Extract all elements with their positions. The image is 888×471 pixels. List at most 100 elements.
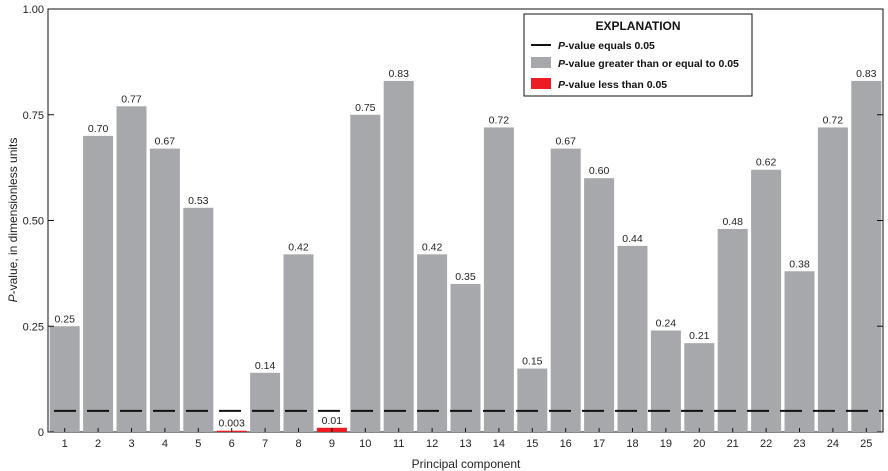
data-label-11: 0.83	[388, 68, 409, 80]
x-tick-label-2: 2	[95, 438, 101, 450]
data-label-12: 0.42	[422, 241, 443, 253]
data-label-8: 0.42	[288, 241, 309, 253]
bar-5	[183, 207, 214, 432]
legend-item-line-italic: P	[558, 40, 566, 52]
bar-14	[483, 127, 514, 432]
legend-item-gray-rest: -value greater than or equal to 0.05	[565, 58, 739, 70]
y-tick-label-3: 0.75	[23, 110, 44, 122]
data-label-25: 0.83	[856, 68, 877, 80]
bar-12	[417, 254, 448, 432]
data-label-16: 0.67	[555, 136, 576, 148]
data-label-3: 0.77	[121, 93, 142, 105]
data-label-1: 0.25	[54, 313, 75, 325]
bar-18	[617, 245, 648, 432]
x-tick-label-22: 22	[760, 438, 772, 450]
data-labels-group: 0.25 0.70 0.77 0.67 0.53 0.003 0.14 0.42 0.01 0.7…	[54, 68, 876, 430]
data-label-14: 0.72	[489, 114, 510, 126]
y-tick-label-0: 0	[38, 427, 44, 439]
x-tick-label-23: 23	[793, 438, 805, 450]
legend-gray-swatch	[531, 57, 551, 68]
legend: EXPLANATION P-value equals 0.05 P-value …	[523, 13, 753, 97]
bar-13	[450, 283, 481, 432]
bar-16	[550, 148, 581, 432]
x-tick-label-16: 16	[560, 438, 572, 450]
bar-24	[817, 127, 848, 432]
legend-item-line-rest: -value equals 0.05	[565, 40, 655, 52]
bar-15	[517, 368, 548, 432]
x-axis-title: Principal component	[412, 457, 521, 471]
legend-box	[523, 13, 753, 97]
bar-7	[250, 372, 281, 432]
y-axis-title-italic: P	[6, 294, 20, 302]
bar-3	[116, 106, 147, 432]
data-label-10: 0.75	[355, 102, 376, 114]
x-tick-label-11: 11	[393, 438, 404, 450]
bar-17	[584, 178, 615, 432]
x-tick-label-17: 17	[593, 438, 605, 450]
data-label-13: 0.35	[455, 271, 476, 283]
bar-2	[83, 135, 114, 432]
x-tick-label-3: 3	[128, 438, 134, 450]
y-tick-label-4: 1.00	[23, 4, 44, 16]
x-tick-label-4: 4	[162, 438, 168, 450]
x-tick-label-14: 14	[493, 438, 505, 450]
data-label-21: 0.48	[722, 216, 743, 228]
bars-group	[49, 80, 882, 433]
x-tick-label-7: 7	[262, 438, 268, 450]
y-axis-title: P-value, in dimensionless units	[6, 138, 20, 303]
y-tick-label-2: 0.50	[23, 216, 44, 228]
x-tick-label-19: 19	[660, 438, 672, 450]
x-tick-label-9: 9	[329, 438, 335, 450]
x-tick-label-13: 13	[459, 438, 471, 450]
bar-4	[149, 148, 180, 432]
bar-20	[684, 343, 715, 432]
data-label-9: 0.01	[322, 415, 343, 427]
x-axis: 1 2 3 4 5 6 7 8 9 10 11 12 13 14 15 16 17 18 19 20 21 22 23 24 2…	[62, 428, 872, 450]
x-tick-label-10: 10	[359, 438, 371, 450]
x-tick-label-24: 24	[827, 438, 839, 450]
x-tick-label-20: 20	[693, 438, 705, 450]
bar-21	[717, 228, 748, 432]
data-label-4: 0.67	[155, 136, 176, 148]
data-label-7: 0.14	[255, 360, 276, 372]
x-tick-label-21: 21	[727, 438, 739, 450]
x-tick-label-1: 1	[62, 438, 68, 450]
data-label-24: 0.72	[823, 114, 844, 126]
x-tick-label-15: 15	[526, 438, 538, 450]
bar-19	[650, 330, 681, 432]
legend-red-swatch	[531, 78, 551, 89]
x-tick-label-8: 8	[295, 438, 301, 450]
data-label-20: 0.21	[689, 330, 710, 342]
data-label-22: 0.62	[756, 157, 777, 169]
bar-22	[751, 169, 782, 433]
legend-item-gray-italic: P	[558, 58, 566, 70]
data-label-18: 0.44	[622, 233, 643, 245]
data-label-15: 0.15	[522, 356, 543, 368]
bar-11	[383, 80, 414, 432]
legend-item-red-rest: -value less than 0.05	[565, 79, 667, 91]
data-label-5: 0.53	[188, 195, 209, 207]
data-label-6: 0.003	[219, 418, 245, 430]
x-tick-label-5: 5	[195, 438, 201, 450]
x-tick-label-12: 12	[426, 438, 438, 450]
data-label-2: 0.70	[88, 123, 109, 135]
bar-25	[851, 80, 882, 432]
x-tick-label-6: 6	[229, 438, 235, 450]
data-label-17: 0.60	[589, 165, 610, 177]
legend-item-line: P-value equals 0.05	[558, 40, 655, 52]
x-tick-label-25: 25	[860, 438, 872, 450]
bar-8	[283, 254, 314, 432]
legend-item-red: P-value less than 0.05	[558, 79, 667, 91]
legend-item-red-italic: P	[558, 79, 566, 91]
legend-item-gray: P-value greater than or equal to 0.05	[558, 58, 739, 70]
data-label-19: 0.24	[656, 317, 677, 329]
y-axis: 0 0.25 0.50 0.75 1.00	[23, 4, 883, 439]
y-tick-label-1: 0.25	[23, 321, 44, 333]
data-label-23: 0.38	[789, 258, 810, 270]
bar-1	[49, 326, 80, 432]
y-axis-title-rest: -value, in dimensionless units	[6, 138, 20, 295]
bar-23	[784, 271, 815, 432]
legend-title: EXPLANATION	[595, 19, 680, 33]
x-tick-label-18: 18	[626, 438, 638, 450]
